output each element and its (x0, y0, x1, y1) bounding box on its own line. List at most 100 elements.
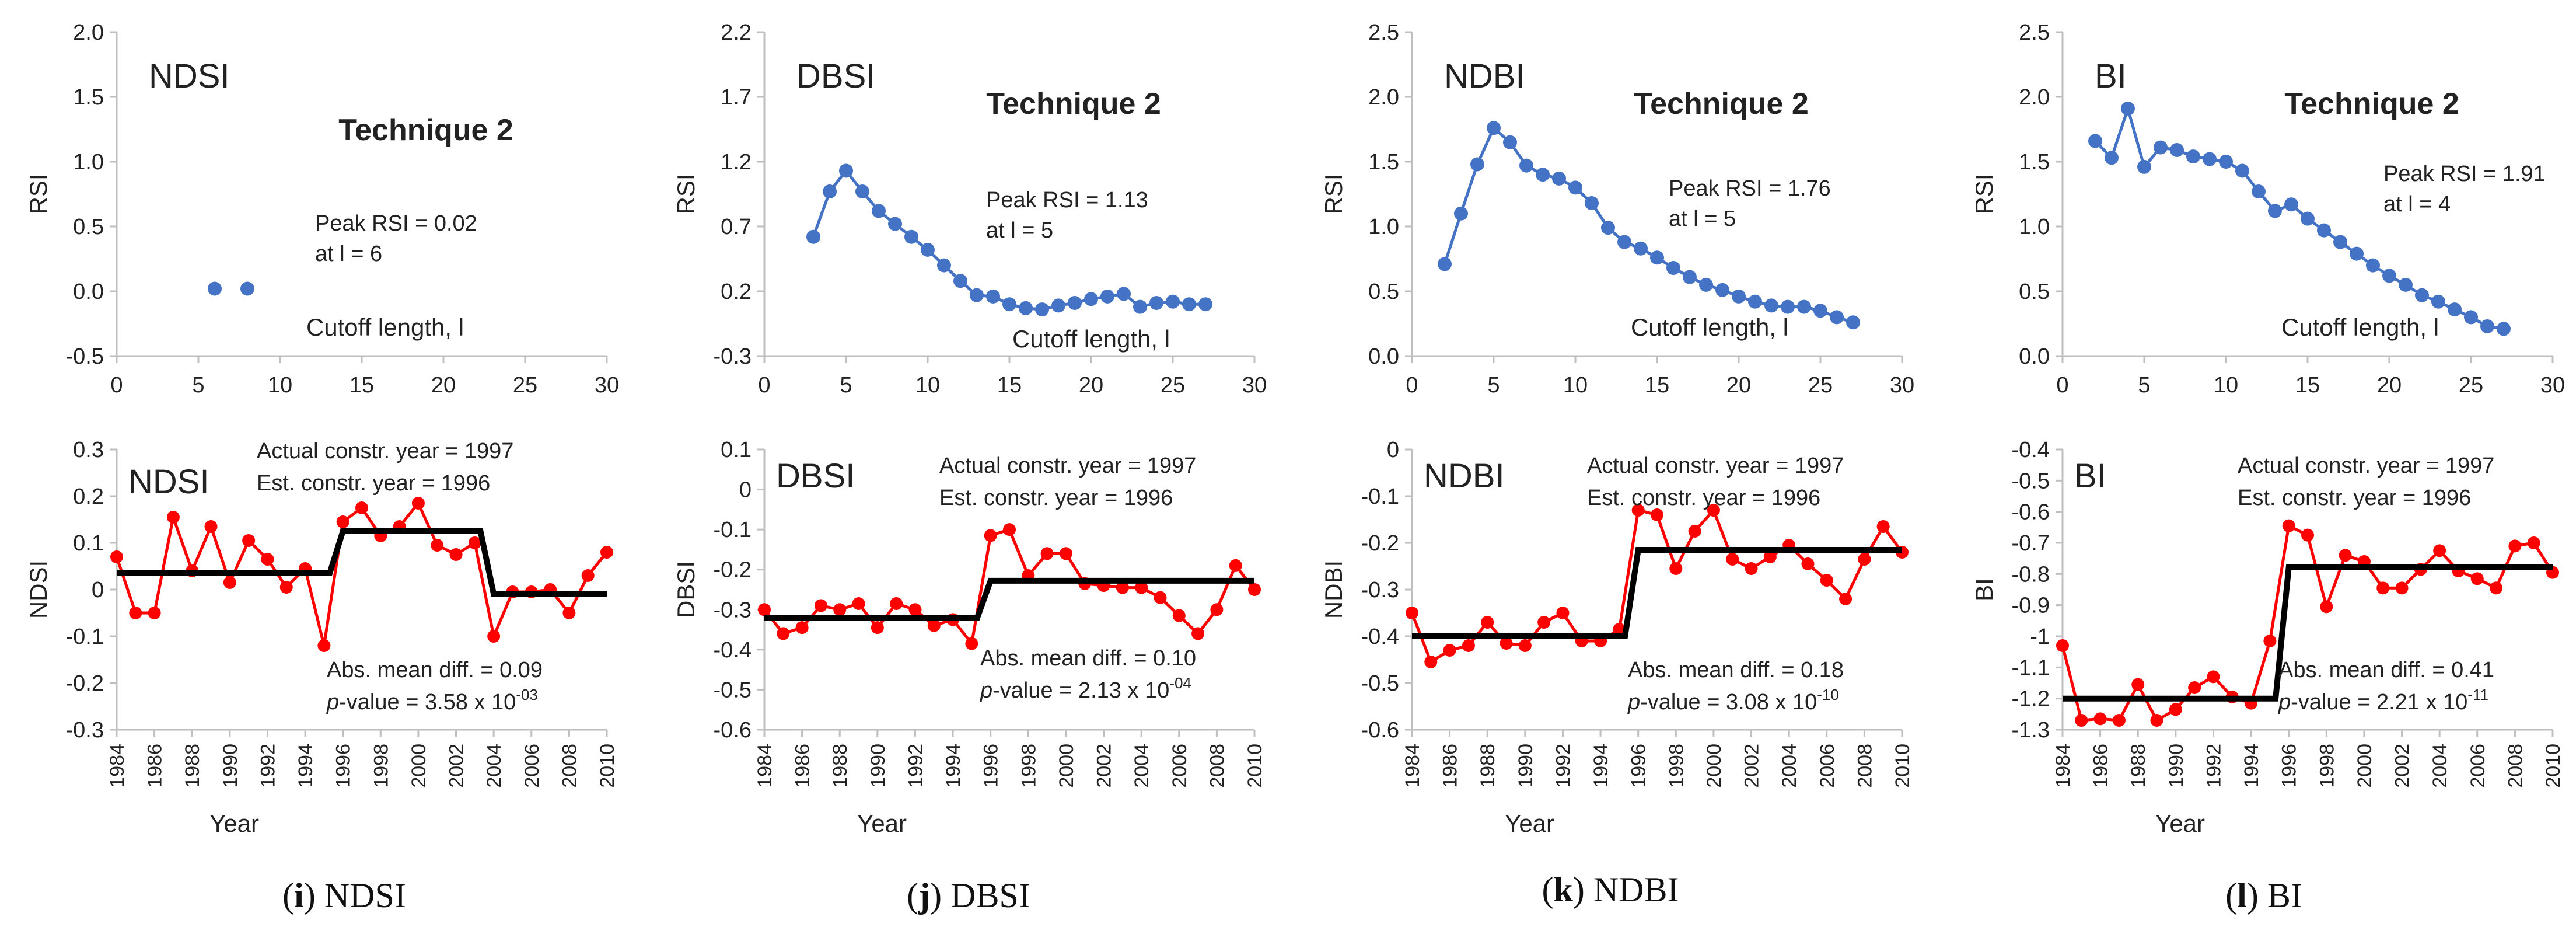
index-point (2376, 581, 2390, 595)
x-tick-label: 1996 (1628, 744, 1650, 788)
index-point (1135, 581, 1148, 594)
index-point (908, 603, 922, 616)
rsi-point (2480, 319, 2494, 333)
rsi-point (872, 204, 886, 218)
rsi-point (1830, 310, 1844, 325)
peak-rsi-text: Peak RSI = 1.91 (2383, 162, 2546, 186)
y-axis-label: NDSI (25, 560, 52, 619)
rsi-point (839, 163, 853, 178)
x-tick-label: 1988 (2127, 744, 2149, 788)
x-axis-label: Year (1505, 810, 1554, 837)
x-tick-label: 20 (1726, 373, 1751, 398)
rsi-point (2170, 143, 2184, 158)
caption-j: (j) DBSI (907, 876, 1030, 915)
x-tick-label: 2002 (1741, 744, 1763, 788)
x-tick-label: 1996 (333, 744, 355, 788)
rsi-point (1438, 257, 1452, 271)
y-tick-label: 1.0 (73, 150, 104, 175)
index-point (242, 534, 256, 547)
index-point (2188, 681, 2201, 694)
rsi-chart-k: 0.0 0.5 1.0 1.5 2.0 2.5 0 5 10 15 20 25 30 RSI NDBI Tec… (1320, 20, 1914, 398)
x-axis-label: Cutoff length, l (1631, 313, 1788, 341)
x-tick-label: 1986 (792, 744, 814, 788)
rsi-point (2203, 152, 2217, 166)
x-tick-label: 30 (1242, 373, 1267, 398)
rsi-point (1666, 261, 1680, 276)
x-tick-label: 1990 (219, 744, 242, 788)
index-point (166, 511, 180, 524)
x-axis-label: Year (209, 810, 259, 837)
x-tick-label: 1984 (754, 744, 776, 788)
x-tick-label: 2004 (483, 744, 505, 788)
x-tick-label: 1992 (904, 744, 927, 788)
x-tick-label: 2002 (1093, 744, 1116, 788)
rsi-point (823, 184, 837, 199)
index-point (2508, 539, 2522, 553)
rsi-point (2252, 184, 2266, 199)
y-tick-label: -0.5 (66, 344, 104, 369)
x-tick-label: 2008 (558, 744, 581, 788)
mean-step-line (764, 577, 1254, 621)
index-point (1116, 581, 1129, 594)
index-point (148, 607, 161, 619)
x-tick-label: 2004 (1131, 744, 1153, 788)
y-tick-label: -0.3 (714, 344, 752, 369)
index-point (1707, 504, 1720, 517)
y-axis-label: DBSI (672, 561, 700, 618)
rsi-point (986, 289, 1000, 304)
y-tick-label: 0.7 (721, 215, 752, 239)
index-point (1763, 550, 1777, 563)
rsi-point (1149, 295, 1163, 310)
rsi-point (2431, 294, 2445, 309)
index-point (984, 529, 997, 542)
x-tick-label: 1986 (144, 744, 166, 788)
x-tick-label: 2000 (2354, 744, 2376, 788)
rsi-line (2094, 103, 2504, 330)
x-tick-label: 10 (268, 373, 292, 398)
index-point (2056, 639, 2069, 652)
x-tick-label: 2002 (446, 744, 468, 788)
rsi-point (855, 184, 869, 199)
index-point (2490, 581, 2503, 595)
index-point (2301, 528, 2314, 542)
y-tick-label: -0.2 (714, 558, 752, 583)
x-axis-label: Cutoff length, l (1012, 325, 1170, 353)
y-tick-label: -0.7 (2012, 531, 2050, 556)
y-tick-label: 2.0 (2019, 85, 2050, 110)
y-tick-label: 0.1 (73, 531, 104, 556)
y-tick-label: 1.2 (721, 150, 752, 175)
index-point (1726, 553, 1739, 566)
rsi-point (1585, 196, 1599, 211)
x-tick-label: 10 (915, 373, 940, 398)
rsi-point (1699, 277, 1713, 292)
index-point (1613, 623, 1626, 636)
rsi-point (904, 229, 918, 244)
rsi-point (1182, 297, 1196, 312)
x-tick-label: 15 (997, 373, 1022, 398)
y-tick-label: -0.4 (2012, 438, 2050, 462)
x-tick-label: 25 (1161, 373, 1185, 398)
x-tick-label: 1984 (1401, 744, 1424, 788)
rsi-point (2448, 302, 2462, 317)
y-tick-label: -0.5 (1361, 671, 1399, 696)
x-tick-label: 1988 (829, 744, 851, 788)
index-chart-k: -0.6 -0.5 -0.4 -0.3 -0.2 -0.1 0 1984 1986 1988 199… (1320, 438, 1914, 837)
y-tick-label: 1.5 (73, 85, 104, 110)
rsi-chart-l: 0.0 0.5 1.0 1.5 2.0 2.5 0 5 10 15 20 25 30 RSI BI Techn… (1970, 20, 2565, 398)
index-point (1424, 656, 1438, 668)
est-year-text: Est. constr. year = 1996 (939, 486, 1173, 510)
caption-k: (k) NDBI (1542, 870, 1679, 909)
x-tick-label: 2000 (1055, 744, 1078, 788)
index-chart-j: -0.6 -0.5 -0.4 -0.3 -0.2 -0.1 0 0.1 1984 1986 1988… (672, 438, 1266, 837)
y-tick-label: -0.2 (66, 671, 104, 696)
y-tick-label: 0.2 (721, 280, 752, 304)
y-tick-label: -0.3 (714, 598, 752, 622)
index-point (2320, 600, 2333, 614)
panel-index-label: DBSI (796, 57, 875, 95)
y-axis-label: BI (1970, 578, 1998, 601)
index-point (279, 581, 293, 594)
index-point (2075, 714, 2088, 727)
y-tick-label: -0.9 (2012, 594, 2050, 618)
mean-step-line (2063, 564, 2553, 702)
